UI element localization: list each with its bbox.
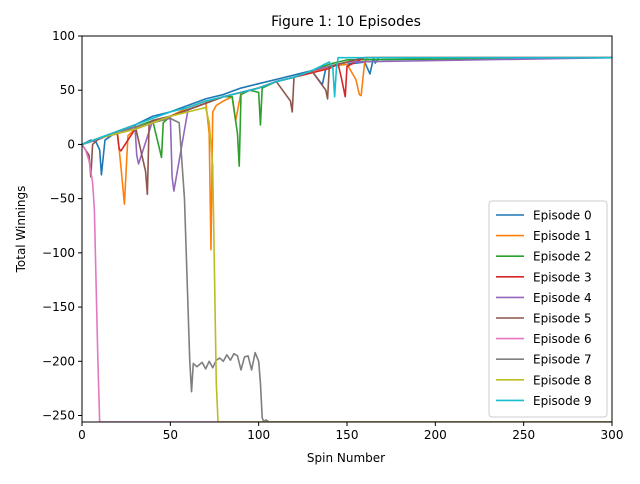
x-tick-label: 300 (601, 428, 624, 442)
legend-label-episode-0: Episode 0 (533, 209, 592, 223)
legend-label-episode-3: Episode 3 (533, 270, 592, 284)
legend-label-episode-9: Episode 9 (533, 394, 592, 408)
x-tick-label: 150 (336, 428, 359, 442)
legend-label-episode-7: Episode 7 (533, 353, 592, 367)
legend-label-episode-1: Episode 1 (533, 229, 592, 243)
series-line-episode-0 (82, 56, 612, 176)
y-tick-label: −150 (42, 300, 75, 314)
y-tick-label: −50 (50, 192, 75, 206)
x-axis-label: Spin Number (307, 451, 385, 465)
y-tick-label: 0 (67, 137, 75, 151)
y-tick-label: −100 (42, 246, 75, 260)
legend-label-episode-8: Episode 8 (533, 373, 592, 387)
chart-title: Figure 1: 10 Episodes (271, 14, 421, 30)
x-tick-label: 250 (512, 428, 535, 442)
series-line-episode-7 (82, 117, 612, 422)
x-tick-label: 200 (424, 428, 447, 442)
x-tick-label: 100 (247, 428, 270, 442)
series-line-episode-1 (82, 56, 612, 251)
x-tick-label: 50 (163, 428, 178, 442)
legend-label-episode-6: Episode 6 (533, 332, 592, 346)
legend: Episode 0 Episode 1 Episode 2 Episode 3 Epis… (488, 200, 608, 418)
series-line-episode-8 (82, 106, 612, 422)
y-tick-label: −200 (42, 354, 75, 368)
y-axis-label: Total Winnings (14, 186, 28, 274)
y-tick-label: −250 (42, 408, 75, 422)
legend-label-episode-2: Episode 2 (533, 250, 592, 264)
x-tick-label: 0 (78, 428, 86, 442)
series-line-episode-9 (82, 56, 612, 146)
y-tick-label: 100 (52, 29, 75, 43)
legend-label-episode-5: Episode 5 (533, 312, 592, 326)
y-tick-label: 50 (60, 83, 75, 97)
series-line-episode-6 (82, 143, 612, 422)
plot-lines (82, 56, 612, 422)
legend-box (488, 200, 608, 418)
legend-label-episode-4: Episode 4 (533, 291, 592, 305)
ticks: 0 50 100 150 200 250 300 100 50 0 −50 −100 −150 −200 −… (42, 29, 623, 442)
